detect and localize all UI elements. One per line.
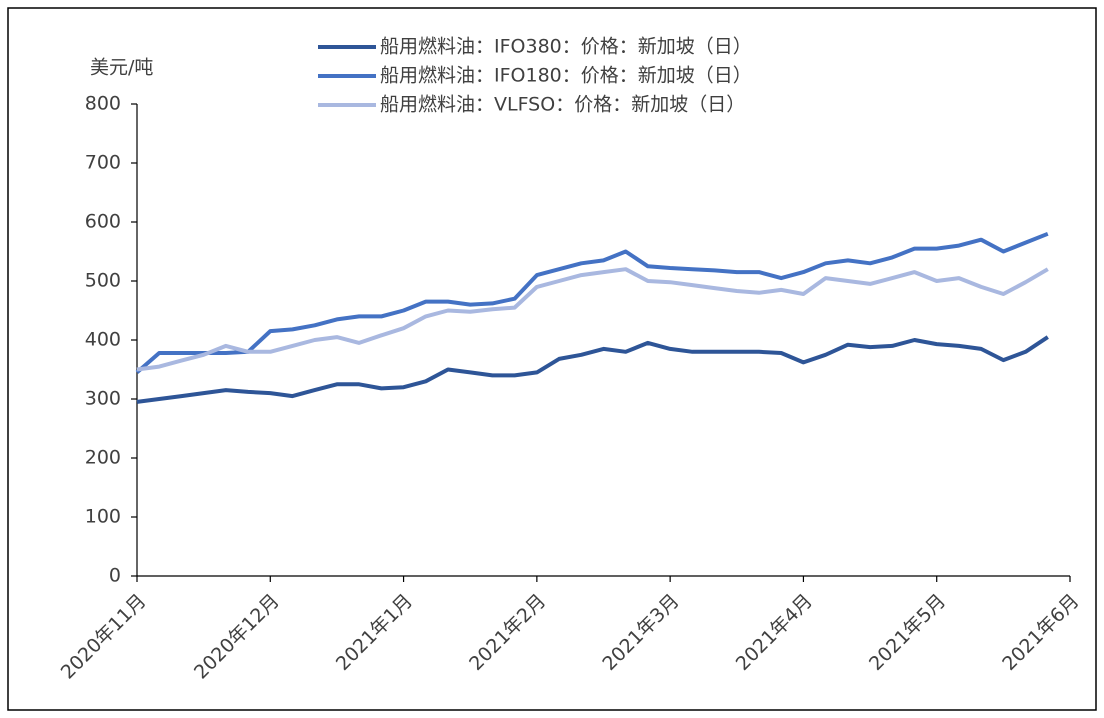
line-series <box>136 335 1049 404</box>
legend-label: 船用燃料油：VLFSO：价格：新加坡（日） <box>380 94 745 116</box>
y-tick-label: 600 <box>85 211 121 233</box>
line-series <box>135 231 1049 374</box>
y-tick-label: 500 <box>85 270 121 292</box>
frame <box>7 7 1097 711</box>
x-tick-label: 2021年6月 <box>998 590 1083 675</box>
y-tick-label: 100 <box>85 506 121 528</box>
y-tick-label: 700 <box>85 152 121 174</box>
legend-label: 船用燃料油：IFO380：价格：新加坡（日） <box>380 36 752 58</box>
x-tick-label: 2020年12月 <box>190 590 284 684</box>
x-tick-label: 2021年4月 <box>732 590 817 675</box>
y-tick-label: 200 <box>85 447 121 469</box>
legend-label: 船用燃料油：IFO180：价格：新加坡（日） <box>380 65 752 87</box>
x-tick-label: 2020年11月 <box>57 590 151 684</box>
x-tick-label: 2021年2月 <box>465 590 550 675</box>
y-tick-label: 0 <box>109 565 121 587</box>
y-axis-label: 美元/吨 <box>90 57 153 79</box>
line-series <box>136 267 1049 372</box>
x-tick-label: 2021年1月 <box>332 590 417 675</box>
x-tick-label: 2021年3月 <box>598 590 683 675</box>
y-tick-label: 800 <box>85 93 121 115</box>
y-tick-label: 400 <box>85 329 121 351</box>
y-tick-label: 300 <box>85 388 121 410</box>
x-tick-label: 2021年5月 <box>865 590 950 675</box>
